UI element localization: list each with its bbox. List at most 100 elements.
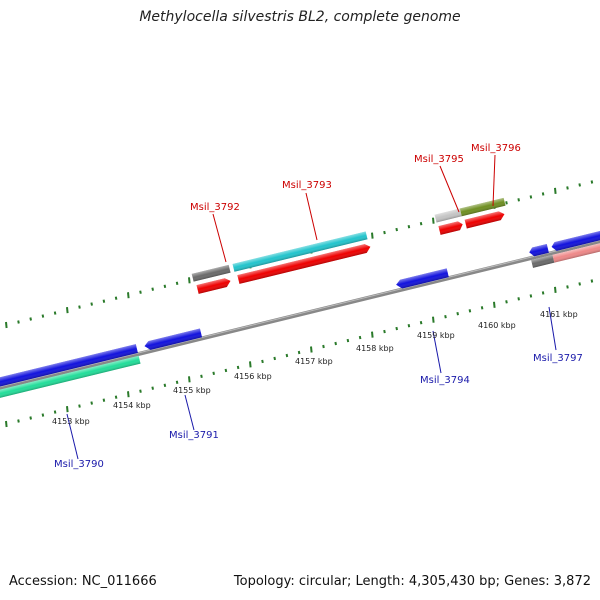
upper-ruler-tick: [151, 287, 154, 291]
gene-msil-3796[interactable]: [459, 197, 506, 217]
lower-ruler-tick: [17, 419, 20, 423]
accession-text: Accession: NC_011666: [9, 574, 157, 589]
lower-ruler-tick: [78, 404, 81, 408]
upper-ruler-tick: [53, 311, 57, 315]
upper-ruler-tick: [78, 305, 81, 309]
upper-ruler-tick: [407, 225, 411, 229]
upper-ruler-tick: [371, 232, 374, 239]
upper-ruler-tick: [578, 183, 581, 187]
lower-ruler-tick: [395, 326, 398, 331]
upper-ruler-tick: [566, 186, 569, 190]
upper-ruler-tick: [5, 321, 8, 329]
gene-msil-3791-arrow[interactable]: [144, 328, 203, 351]
lower-ruler-tick: [224, 368, 228, 373]
ruler-label-4157: 4157 kbp: [295, 357, 333, 366]
lower-ruler-tick: [273, 356, 276, 361]
label-msil-3791: Msil_3791: [169, 430, 219, 441]
lower-ruler-tick: [444, 315, 447, 319]
label-msil-3790: Msil_3790: [54, 459, 104, 470]
ruler-label-4153: 4153 kbp: [52, 417, 90, 426]
ruler-label-4159: 4159 kbp: [417, 331, 455, 340]
upper-ruler-tick: [505, 201, 508, 205]
lower-ruler-tick: [102, 398, 106, 402]
gene-msil-3793[interactable]: [232, 231, 368, 272]
lower-ruler-tick: [566, 285, 569, 289]
ruler-label-4160: 4160 kbp: [478, 321, 516, 330]
lower-ruler-tick: [322, 344, 325, 349]
lower-ruler-ticks: [5, 279, 594, 428]
gene-msil-3796-arrow[interactable]: [464, 210, 506, 229]
gene-msil-3797[interactable]: [531, 235, 600, 268]
lower-ruler-tick: [541, 291, 545, 295]
gene-msil-3797-arrow[interactable]: [528, 223, 600, 257]
lower-ruler-tick: [53, 410, 57, 414]
lower-ruler-tick: [285, 353, 289, 358]
lower-ruler-tick: [297, 350, 301, 355]
upper-ruler-tick: [188, 277, 191, 284]
lower-ruler-tick: [358, 335, 362, 340]
upper-ruler-tick: [102, 299, 106, 303]
ruler-label-4155: 4155 kbp: [173, 386, 211, 395]
lower-ruler-tick: [66, 406, 69, 413]
gene-msil-3792-arrow[interactable]: [196, 277, 232, 294]
lower-ruler-tick: [200, 374, 203, 378]
label-msil-3793: Msil_3793: [282, 180, 332, 191]
lower-ruler-tick: [371, 331, 374, 338]
upper-ruler-tick: [66, 307, 69, 314]
lower-ruler-tick: [212, 371, 215, 375]
lower-ruler-tick: [346, 338, 350, 343]
lower-ruler-tick: [407, 324, 411, 328]
gene-msil-3792-dark[interactable]: [191, 264, 231, 282]
genome-backbone: [0, 239, 600, 390]
upper-ruler-tick: [127, 292, 130, 299]
label-msil-3795: Msil_3795: [414, 154, 464, 165]
lower-ruler-tick: [261, 359, 264, 364]
gene-msil-3795-light[interactable]: [434, 208, 462, 223]
upper-ruler-tick: [139, 290, 142, 294]
ruler-label-4156: 4156 kbp: [234, 372, 272, 381]
ruler-label-4154: 4154 kbp: [113, 401, 151, 410]
lower-ruler-tick: [151, 386, 154, 390]
ruler-label-4158: 4158 kbp: [356, 344, 394, 353]
map-title: Methylocella silvestris BL2, complete ge…: [139, 9, 461, 25]
genome-backbone-highlight: [0, 239, 600, 388]
lower-ruler-tick: [480, 306, 484, 310]
upper-ruler-tick: [529, 195, 533, 199]
upper-ruler-tick: [41, 314, 45, 318]
lower-ruler-tick: [114, 395, 118, 399]
label-leaders: [66, 154, 557, 460]
upper-ruler-tick: [590, 180, 594, 184]
lower-ruler-tick: [90, 401, 93, 405]
lower-ruler-tick: [334, 341, 337, 346]
upper-ruler-tick: [541, 192, 545, 196]
lower-ruler-tick: [554, 286, 557, 293]
lower-ruler-tick: [432, 316, 435, 323]
upper-ruler-tick: [163, 284, 167, 288]
lower-ruler-tick: [456, 312, 459, 316]
upper-ruler-tick: [554, 187, 557, 194]
ruler-label-4161: 4161 kbp: [540, 310, 578, 319]
lower-ruler-tick: [5, 420, 8, 428]
lower-ruler-tick: [249, 361, 252, 368]
lower-ruler-tick: [127, 391, 130, 398]
label-msil-3797: Msil_3797: [533, 353, 583, 364]
lower-ruler-tick: [139, 389, 142, 393]
gene-msil-3790-arrow[interactable]: [0, 344, 138, 394]
lower-ruler-tick: [419, 321, 423, 325]
gene-msil-3790[interactable]: [0, 355, 141, 404]
gene-msil-3793-arrow[interactable]: [237, 243, 371, 284]
upper-ruler-tick: [395, 227, 398, 232]
label-msil-3792: Msil_3792: [190, 202, 240, 213]
upper-ruler-tick: [114, 296, 118, 300]
upper-ruler-tick: [90, 302, 93, 306]
label-msil-3794: Msil_3794: [420, 375, 470, 386]
upper-ruler-tick: [175, 281, 179, 285]
upper-ruler-tick: [383, 230, 386, 235]
lower-ruler-tick: [175, 380, 179, 384]
gene-msil-3795-arrow[interactable]: [438, 220, 463, 235]
upper-ruler-tick: [419, 222, 423, 226]
lower-ruler-tick: [590, 279, 594, 283]
gene-msil-3794-arrow[interactable]: [395, 268, 449, 289]
lower-ruler-tick: [383, 329, 386, 334]
